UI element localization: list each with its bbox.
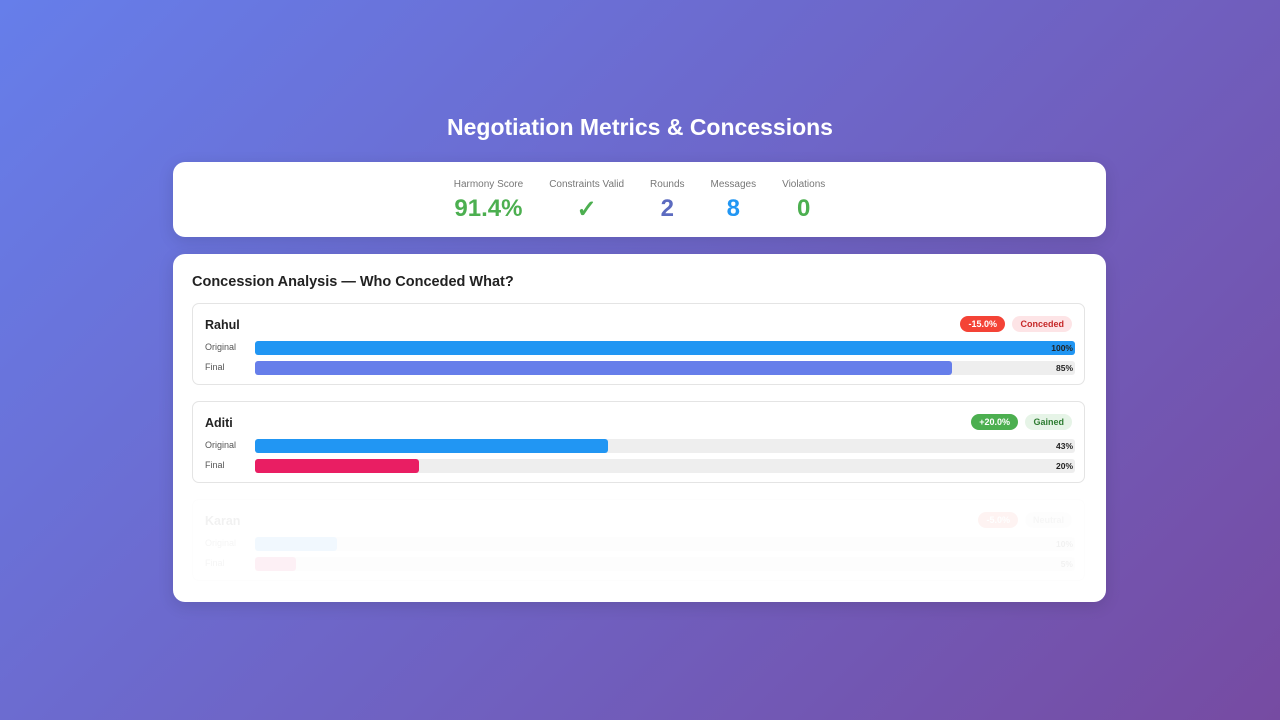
participant-row: Rahul Conceded -15.0% Original 100% Final 85% <box>192 303 1085 385</box>
participant-name: Rahul <box>205 318 240 332</box>
participant-row: Aditi Gained +20.0% Original 43% Final 20% <box>192 401 1085 483</box>
bar-label: Final <box>205 558 225 568</box>
bar-track: 5% <box>255 557 1075 571</box>
metric-value: 2 <box>660 195 674 222</box>
bar-label: Original <box>205 538 237 548</box>
metric-value: ✓ <box>576 196 597 223</box>
change-badge: +20.0% <box>971 414 1018 430</box>
bar-value: 43% <box>1055 441 1073 451</box>
metric: Harmony Score 91.4% <box>454 162 523 237</box>
bar <box>255 341 1075 355</box>
bar-label: Original <box>205 440 237 450</box>
metric: Violations 0 <box>782 162 825 237</box>
metric-value: 0 <box>797 195 811 222</box>
participant-name: Karan <box>205 514 241 528</box>
metric-label: Harmony Score <box>453 179 524 190</box>
bar <box>255 459 419 473</box>
status-badge: Gained <box>1025 414 1072 430</box>
metric-value: 8 <box>726 195 740 222</box>
bar-value: 20% <box>1055 461 1073 471</box>
metric: Messages 8 <box>711 162 757 237</box>
metrics-card: Harmony Score 91.4% Constraints Valid ✓ Roun… <box>173 162 1106 237</box>
bar-value: 5% <box>1060 559 1073 569</box>
bar <box>255 361 952 375</box>
page-title: Negotiation Metrics & Concessions <box>447 114 833 140</box>
bar-label: Final <box>205 362 225 372</box>
bar-track: 100% <box>255 341 1075 355</box>
bar <box>255 439 608 453</box>
change-badge: -5.0% <box>978 512 1018 528</box>
bar <box>255 537 337 551</box>
metric-label: Rounds <box>650 179 685 190</box>
status-badge: Neutral <box>1024 512 1072 528</box>
bar-track: 43% <box>255 439 1075 453</box>
participant-name: Aditi <box>205 416 233 430</box>
concessions-card: Concession Analysis — Who Conceded What?… <box>173 254 1106 602</box>
bar-track: 20% <box>255 459 1075 473</box>
bar-value: 100% <box>1051 343 1073 353</box>
bar-value: 85% <box>1055 363 1073 373</box>
bar-track: 10% <box>255 537 1075 551</box>
bar-label: Final <box>205 460 225 470</box>
bar <box>255 557 296 571</box>
status-badge: Conceded <box>1012 316 1072 332</box>
metric-label: Constraints Valid <box>549 179 625 190</box>
bar-label: Original <box>205 342 237 352</box>
metric: Rounds 2 <box>650 162 684 237</box>
metric: Constraints Valid ✓ <box>549 162 624 237</box>
participant-row: Karan Neutral -5.0% Original 10% Final 5% <box>192 499 1085 581</box>
metric-label: Violations <box>782 179 826 190</box>
metric-value: 91.4% <box>454 195 523 222</box>
metric-label: Messages <box>710 179 757 190</box>
bar-track: 85% <box>255 361 1075 375</box>
section-title: Concession Analysis — Who Conceded What? <box>192 274 514 290</box>
change-badge: -15.0% <box>960 316 1005 332</box>
bar-value: 10% <box>1055 539 1073 549</box>
